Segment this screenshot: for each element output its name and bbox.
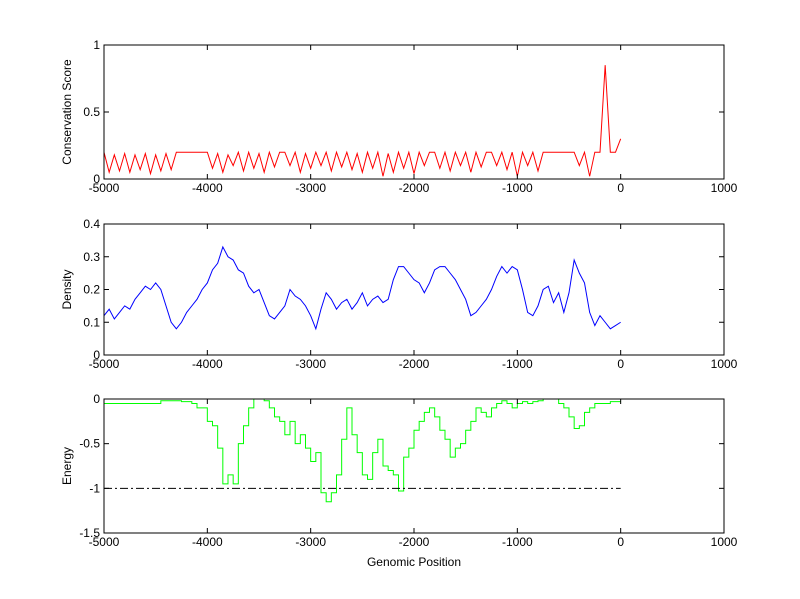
axes-background xyxy=(104,224,724,355)
x-tick-label: -4000 xyxy=(192,357,223,371)
y-axis-label: Conservation Score xyxy=(60,59,74,165)
x-tick-label: -2000 xyxy=(399,181,430,195)
x-tick-label: -3000 xyxy=(295,535,326,549)
y-axis-label: Density xyxy=(60,269,74,309)
y-tick-label: 0 xyxy=(93,348,100,362)
y-tick-label: 0.5 xyxy=(83,105,100,119)
x-tick-label: -1000 xyxy=(502,535,533,549)
x-tick-label: -1000 xyxy=(502,181,533,195)
x-tick-label: 0 xyxy=(617,535,624,549)
x-tick-label: -5000 xyxy=(89,535,120,549)
y-tick-label: -1.5 xyxy=(79,526,100,540)
y-tick-label: -0.5 xyxy=(79,437,100,451)
x-tick-label: -3000 xyxy=(295,181,326,195)
y-tick-label: 0 xyxy=(93,172,100,186)
y-tick-label: 0.2 xyxy=(83,283,100,297)
x-tick-label: 1000 xyxy=(711,181,738,195)
x-tick-label: -4000 xyxy=(192,181,223,195)
x-tick-label: 0 xyxy=(617,357,624,371)
y-tick-label: 0.3 xyxy=(83,250,100,264)
y-tick-label: -1 xyxy=(89,481,100,495)
x-tick-label: -3000 xyxy=(295,357,326,371)
x-tick-label: -2000 xyxy=(399,535,430,549)
y-axis-label: Energy xyxy=(60,447,74,485)
x-tick-label: -4000 xyxy=(192,535,223,549)
y-tick-label: 1 xyxy=(93,38,100,52)
data-line xyxy=(103,65,622,177)
data-line xyxy=(103,245,621,331)
x-tick-label: 0 xyxy=(617,181,624,195)
axes-background xyxy=(104,45,724,179)
x-tick-label: 1000 xyxy=(711,535,738,549)
x-tick-label: 1000 xyxy=(711,357,738,371)
x-tick-label: -1000 xyxy=(502,357,533,371)
data-line xyxy=(104,398,621,503)
x-tick-label: -2000 xyxy=(399,357,430,371)
x-axis-label: Genomic Position xyxy=(367,555,461,569)
x-tick-label: -5000 xyxy=(89,357,120,371)
x-tick-label: -5000 xyxy=(89,181,120,195)
y-tick-label: 0 xyxy=(93,392,100,406)
y-tick-label: 0.1 xyxy=(83,315,100,329)
y-tick-label: 0.4 xyxy=(83,217,100,231)
axes-background xyxy=(104,399,724,533)
